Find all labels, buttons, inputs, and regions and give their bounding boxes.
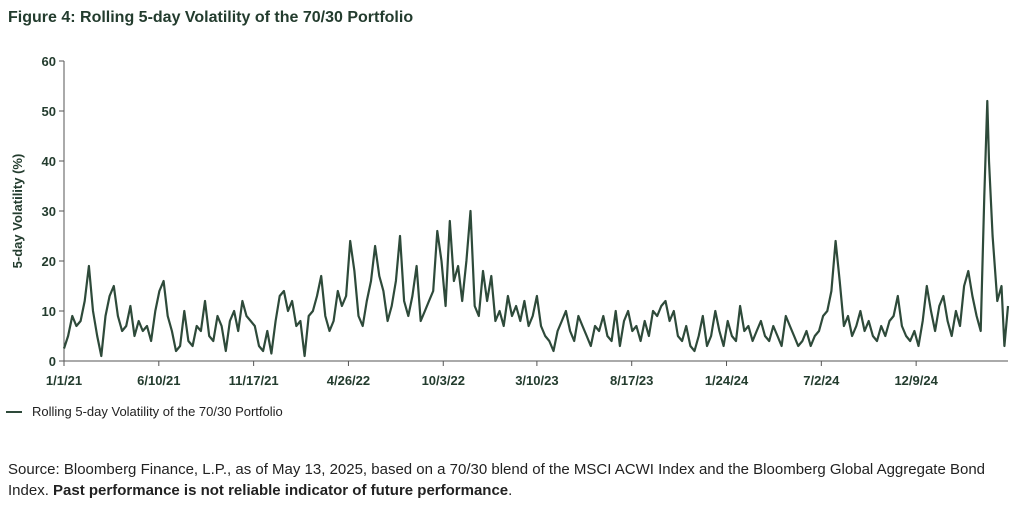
y-tick-label: 10: [42, 304, 56, 319]
x-tick-label: 3/10/23: [515, 373, 558, 388]
y-axis-title: 5-day Volatility (%): [10, 154, 25, 269]
x-tick-label: 7/2/24: [803, 373, 840, 388]
figure-title: Figure 4: Rolling 5-day Volatility of th…: [8, 9, 414, 26]
x-tick-label: 11/17/21: [229, 373, 279, 388]
x-tick-label: 8/17/23: [610, 373, 653, 388]
legend: Rolling 5-day Volatility of the 70/30 Po…: [6, 404, 283, 419]
source-disclaimer: Past performance is not reliable indicat…: [53, 482, 509, 499]
y-tick-label: 60: [42, 54, 56, 69]
y-tick-label: 20: [42, 254, 56, 269]
legend-label: Rolling 5-day Volatility of the 70/30 Po…: [32, 404, 283, 419]
y-tick-label: 40: [42, 154, 56, 169]
x-tick-label: 6/10/21: [137, 373, 180, 388]
y-tick-label: 50: [42, 104, 56, 119]
source-end: .: [508, 482, 513, 499]
x-tick-label: 1/1/21: [46, 373, 82, 388]
x-tick-label: 10/3/22: [422, 373, 465, 388]
x-tick-label: 12/9/24: [894, 373, 938, 388]
y-tick-label: 0: [49, 354, 56, 369]
source-note: Source: Bloomberg Finance, L.P., as of M…: [8, 459, 1013, 501]
series-line-volatility: [62, 99, 1010, 358]
x-tick-label: 1/24/24: [705, 373, 749, 388]
y-tick-label: 30: [42, 204, 56, 219]
y-axis-ticks: 0 10 20 30 40 50 60: [42, 54, 64, 369]
x-axis-ticks: 1/1/21 6/10/21 11/17/21 4/26/22 10/3/22 3/10/…: [46, 361, 939, 388]
x-tick-label: 4/26/22: [327, 373, 370, 388]
legend-swatch: [6, 410, 22, 413]
source-text: Source: Bloomberg Finance, L.P., as of M…: [8, 461, 986, 499]
